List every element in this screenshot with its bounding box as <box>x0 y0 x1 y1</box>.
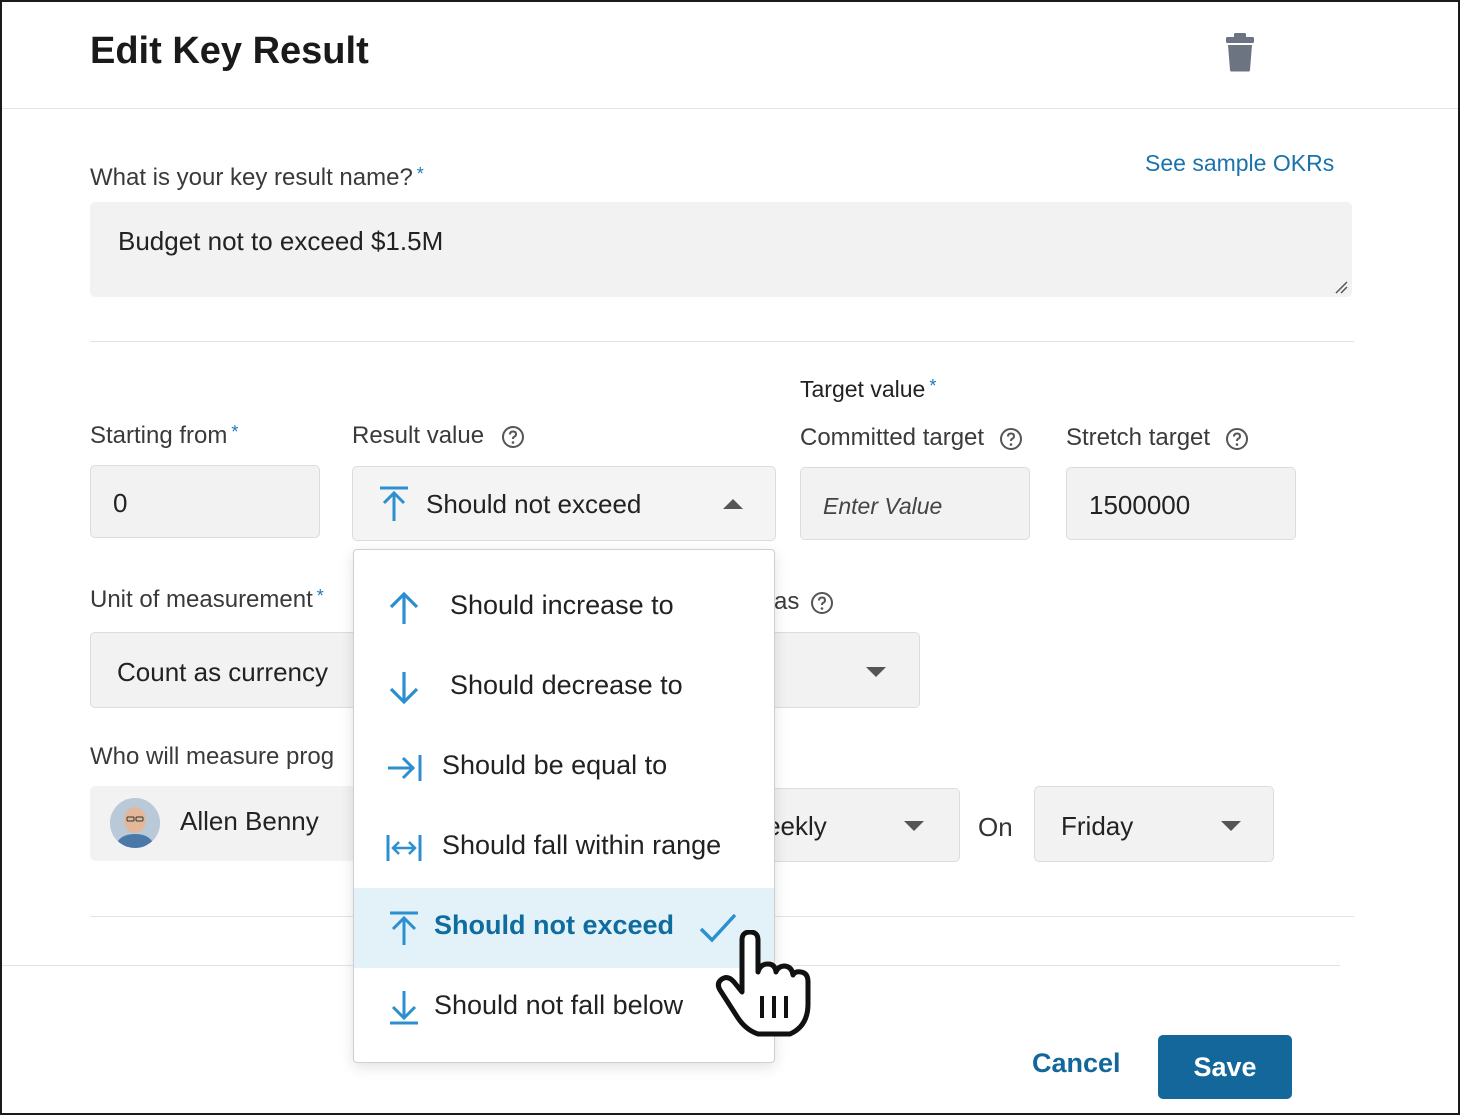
result-value-dropdown: Should increase to Should decrease to Sh… <box>353 549 775 1063</box>
result-value-label: Result value <box>352 422 525 450</box>
help-icon[interactable] <box>1225 427 1249 451</box>
arrow-down-bar-icon <box>390 991 418 1025</box>
dialog-title: Edit Key Result <box>90 30 369 72</box>
unit-of-measurement-label: Unit of measurement * <box>90 586 324 613</box>
chevron-up-icon <box>723 499 743 509</box>
arrow-up-bar-icon <box>390 911 418 945</box>
header-divider <box>2 108 1458 109</box>
who-will-measure-label: Who will measure prog <box>90 743 335 770</box>
avatar <box>110 798 160 848</box>
help-icon[interactable] <box>810 591 834 615</box>
stretch-target-label: Stretch target <box>1066 424 1249 452</box>
unit-of-measurement-select[interactable]: Count as currency <box>90 632 390 708</box>
starting-from-input[interactable]: 0 <box>90 465 320 538</box>
chevron-down-icon <box>866 667 886 677</box>
count-as-select[interactable] <box>762 632 920 708</box>
committed-target-label: Committed target <box>800 424 1023 452</box>
arrow-up-bar-icon <box>380 486 408 521</box>
partial-label: as <box>774 588 834 616</box>
option-should-be-equal-to[interactable]: Should be equal to <box>354 728 774 808</box>
committed-target-input[interactable]: Enter Value <box>800 467 1030 540</box>
key-result-name-label: What is your key result name? * <box>90 164 424 191</box>
option-should-decrease-to[interactable]: Should decrease to <box>354 648 774 728</box>
check-icon <box>699 913 737 943</box>
section-divider <box>90 341 1354 342</box>
option-should-increase-to[interactable]: Should increase to <box>354 568 774 648</box>
starting-from-label: Starting from * <box>90 422 239 449</box>
arrow-right-to-bar-icon <box>388 755 422 781</box>
stretch-target-input[interactable]: 1500000 <box>1066 467 1296 540</box>
hand-pointer-icon <box>715 930 811 1037</box>
option-should-not-fall-below[interactable]: Should not fall below <box>354 968 774 1048</box>
day-select[interactable]: Friday <box>1034 786 1274 862</box>
chevron-down-icon <box>1221 821 1241 831</box>
option-should-not-exceed[interactable]: Should not exceed <box>354 888 774 968</box>
range-arrows-icon <box>386 835 422 861</box>
save-button[interactable]: Save <box>1158 1035 1292 1099</box>
owner-select[interactable]: Allen Benny <box>90 786 370 861</box>
option-should-fall-within-range[interactable]: Should fall within range <box>354 808 774 888</box>
on-label: On <box>978 812 1013 842</box>
resize-handle-icon[interactable] <box>1334 280 1348 294</box>
arrow-down-icon <box>389 672 419 705</box>
see-sample-okrs-link[interactable]: See sample OKRs <box>1145 150 1335 176</box>
cancel-button[interactable]: Cancel <box>1032 1048 1121 1078</box>
key-result-name-textarea[interactable]: Budget not to exceed $1.5M <box>90 202 1352 297</box>
result-value-select[interactable]: Should not exceed <box>352 466 776 541</box>
trash-icon[interactable] <box>1224 32 1256 72</box>
help-icon[interactable] <box>501 425 525 449</box>
help-icon[interactable] <box>999 427 1023 451</box>
target-value-label: Target value * <box>800 376 937 402</box>
chevron-down-icon <box>904 821 924 831</box>
arrow-up-icon <box>389 591 419 624</box>
